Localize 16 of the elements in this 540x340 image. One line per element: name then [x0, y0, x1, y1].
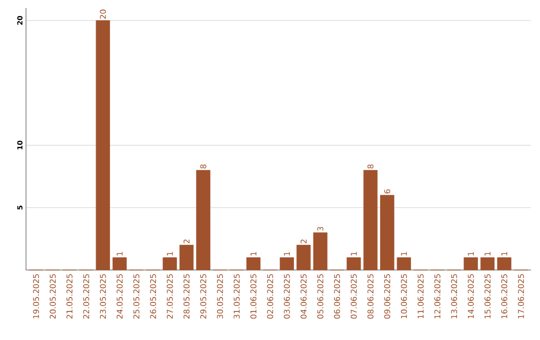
- bar: [246, 257, 260, 270]
- bar: [497, 257, 512, 270]
- bar: [396, 257, 411, 270]
- bar: [280, 257, 294, 270]
- bar: [96, 20, 110, 270]
- bar: [162, 257, 177, 270]
- bar: [112, 257, 127, 270]
- bar: [380, 194, 394, 270]
- bar: [480, 257, 495, 270]
- bar: [363, 170, 378, 270]
- bar: [179, 244, 194, 270]
- bar: [196, 170, 210, 270]
- bar: [296, 244, 311, 270]
- bar: [346, 257, 361, 270]
- bar: [464, 257, 478, 270]
- bar: [313, 232, 328, 270]
